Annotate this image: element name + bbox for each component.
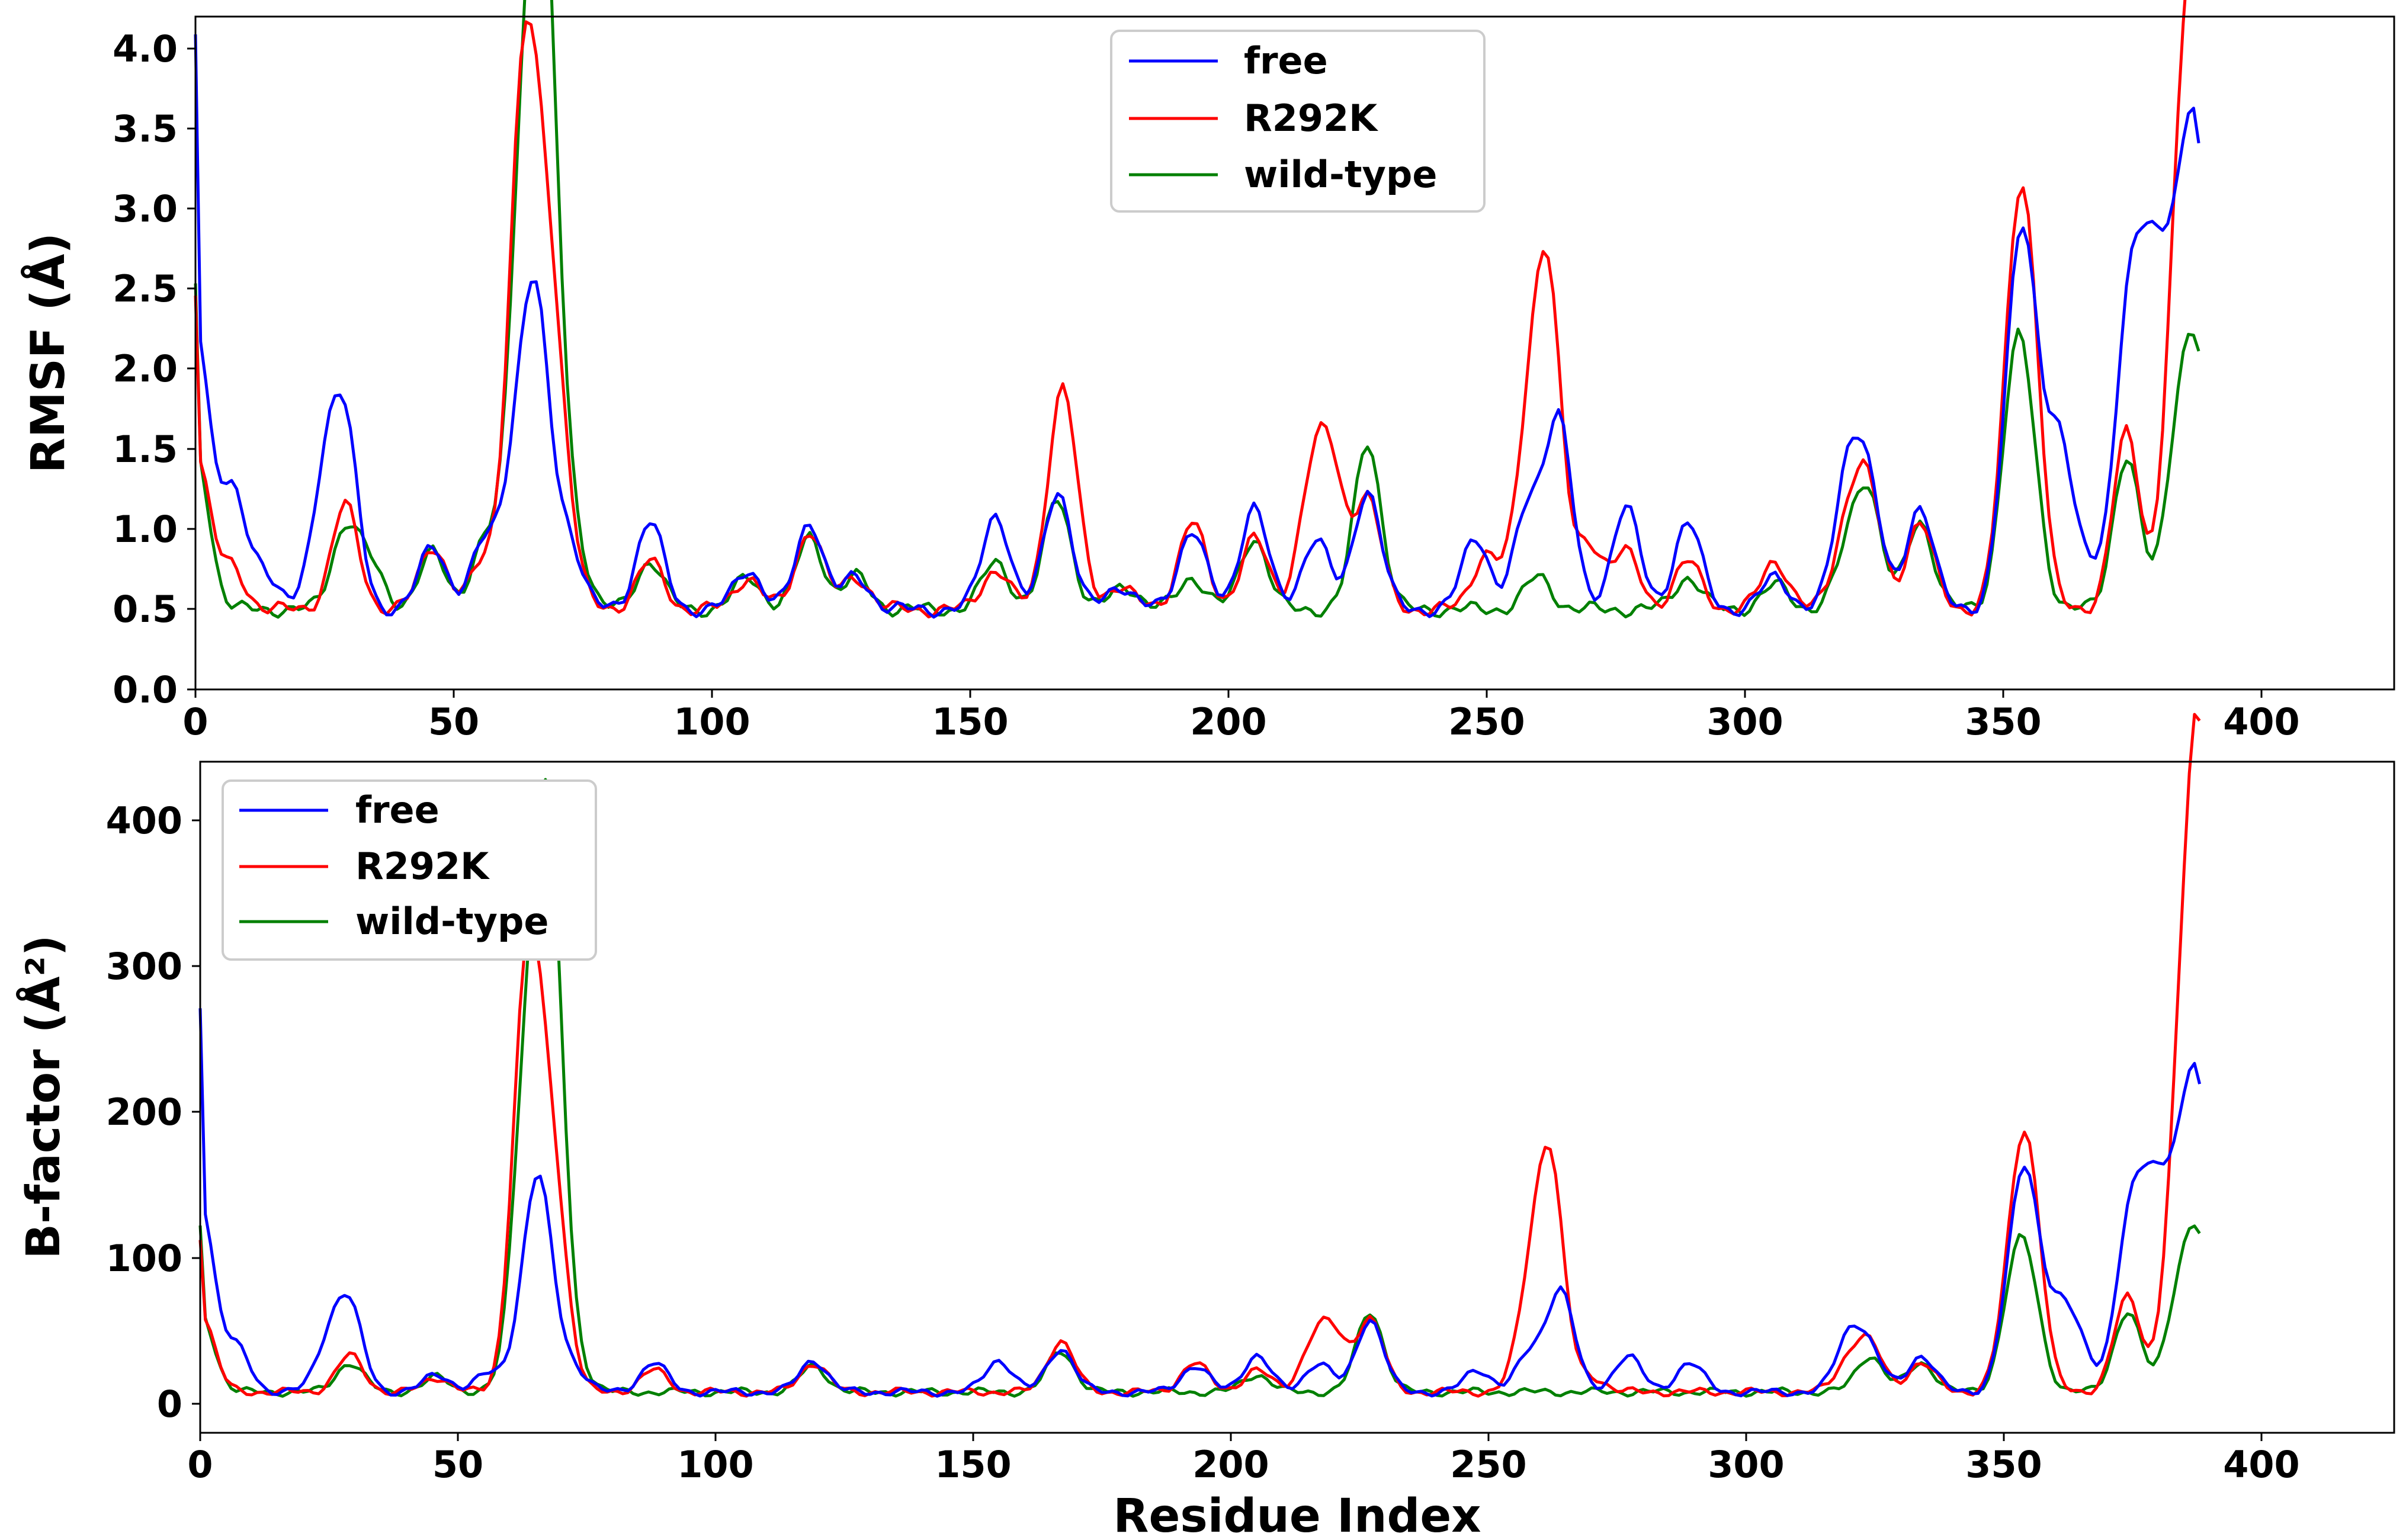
rmsf-y-axis-label: RMSF (Å) [21, 233, 75, 473]
rmsf-x-tick-label: 350 [1965, 700, 2041, 743]
bfactor-legend-label-free: free [355, 788, 440, 832]
rmsf-x-tick-label: 150 [932, 700, 1008, 743]
rmsf-x-tick-label: 200 [1190, 700, 1266, 743]
bfactor-x-tick-label: 200 [1192, 1443, 1269, 1486]
bfactor-x-tick-label: 300 [1708, 1443, 1784, 1486]
rmsf-y-tick-label: 1.5 [113, 428, 178, 471]
bfactor-y-tick-label: 400 [106, 799, 182, 842]
rmsf-y-tick-label: 1.0 [113, 508, 178, 551]
bfactor-x-tick-label: 0 [187, 1443, 213, 1486]
rmsf-legend-label-wild-type: wild-type [1244, 153, 1437, 196]
bfactor-x-tick-label: 150 [935, 1443, 1011, 1486]
rmsf-y-tick-label: 4.0 [113, 27, 178, 70]
rmsf-legend: free R292K wild-type [1110, 30, 1486, 213]
bfactor-y-axis-label: B-factor (Å²) [16, 935, 70, 1259]
rmsf-x-ticks: 0 50 100 150 200 250 300 350 400 [182, 689, 2300, 743]
rmsf-legend-box [1110, 30, 1486, 213]
rmsf-series-r292k [194, 0, 2187, 618]
bfactor-y-tick-label: 100 [106, 1237, 182, 1280]
rmsf-y-tick-label: 2.0 [113, 347, 178, 390]
rmsf-x-tick-label: 50 [428, 700, 479, 743]
rmsf-x-tick-label: 100 [673, 700, 750, 743]
bfactor-y-tick-label: 300 [106, 945, 182, 988]
bfactor-x-ticks: 0 50 100 150 200 250 300 350 400 [187, 1433, 2300, 1486]
bfactor-x-tick-label: 100 [677, 1443, 753, 1486]
rmsf-x-tick-label: 0 [182, 700, 208, 743]
rmsf-series-free [194, 34, 2200, 619]
bfactor-legend-box [222, 779, 597, 961]
bfactor-y-tick-label: 200 [106, 1090, 182, 1134]
rmsf-x-tick-label: 300 [1706, 700, 1783, 743]
rmsf-y-tick-label: 3.0 [113, 187, 178, 230]
bfactor-x-tick-label: 50 [432, 1443, 483, 1486]
bfactor-plot-frame [199, 761, 2395, 1434]
rmsf-series-wild-type [194, 0, 2200, 619]
rmsf-x-tick-label: 400 [2223, 700, 2299, 743]
rmsf-x-tick-label: 250 [1448, 700, 1525, 743]
bfactor-y-ticks: 0 100 200 300 400 [106, 799, 200, 1426]
bfactor-x-tick-label: 350 [1965, 1443, 2042, 1486]
bfactor-legend-label-r292k: R292K [355, 845, 490, 888]
rmsf-plot-frame [194, 15, 2395, 691]
rmsf-y-tick-label: 3.5 [113, 107, 178, 150]
rmsf-y-tick-label: 0.0 [113, 668, 178, 711]
bfactor-x-tick-label: 250 [1450, 1443, 1526, 1486]
x-axis-label: Residue Index [1113, 1490, 1481, 1540]
rmsf-y-tick-label: 2.5 [113, 267, 178, 310]
rmsf-y-tick-label: 0.5 [113, 588, 178, 631]
rmsf-legend-label-free: free [1244, 39, 1328, 82]
bfactor-legend-label-wild-type: wild-type [355, 900, 548, 943]
rmsf-y-ticks: 0.0 0.5 1.0 1.5 2.0 2.5 3.0 3.5 4.0 [113, 27, 195, 711]
bfactor-x-tick-label: 400 [2223, 1443, 2299, 1486]
bfactor-series-free [198, 1008, 2202, 1398]
bfactor-panel: 0 100 200 300 400 0 50 100 150 200 250 3… [16, 713, 2395, 1540]
rmsf-legend-label-r292k: R292K [1244, 97, 1378, 140]
bfactor-legend: free R292K wild-type [222, 779, 597, 961]
rmsf-panel: 0.0 0.5 1.0 1.5 2.0 2.5 3.0 3.5 4.0 0 50… [21, 0, 2395, 743]
bfactor-y-tick-label: 0 [157, 1382, 182, 1426]
rmsf-series-group [194, 0, 2200, 619]
